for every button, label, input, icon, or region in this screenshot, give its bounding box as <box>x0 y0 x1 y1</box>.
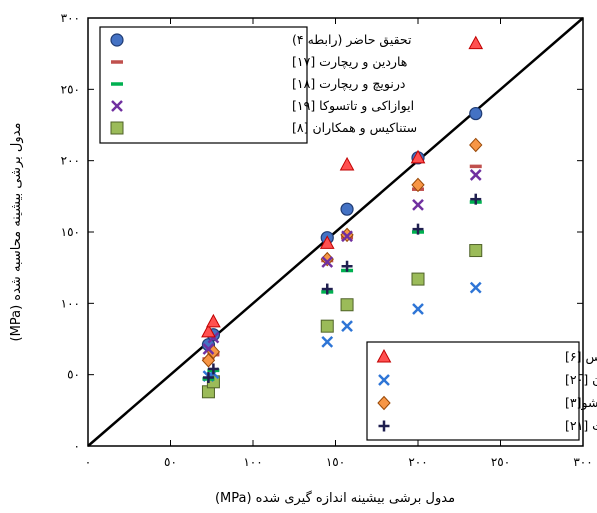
x-tick-label: ٢٠٠ <box>408 455 427 469</box>
data-point-series-8 <box>202 372 214 384</box>
data-point-series-6 <box>412 303 424 315</box>
reference-line <box>87 17 584 447</box>
y-tick-label: ٣٠٠ <box>61 11 80 25</box>
legend-marker-series-0 <box>110 33 124 47</box>
legend-label: سید و ادریس [۶] <box>565 349 597 365</box>
data-point-series-3 <box>412 199 424 211</box>
legend-top-left-box <box>99 26 308 144</box>
legend-marker-series-8 <box>378 420 390 432</box>
data-point-series-8 <box>321 283 333 295</box>
data-point-series-8 <box>341 260 353 272</box>
data-point-series-7 <box>469 137 483 153</box>
data-point-series-6 <box>341 320 353 333</box>
data-point-series-0 <box>340 202 354 216</box>
data-point-series-7 <box>411 177 425 193</box>
data-points <box>201 35 484 399</box>
legend-bottom-right-box <box>366 341 580 441</box>
data-point-series-8 <box>412 223 424 235</box>
data-point-series-4 <box>320 319 334 333</box>
data-point-series-6 <box>321 335 334 348</box>
data-point-series-3 <box>321 256 334 268</box>
data-point-series-8 <box>470 193 482 205</box>
data-point-series-4 <box>469 244 483 258</box>
data-point-series-5 <box>319 235 335 249</box>
legend-label: ایوازاکی و همکاران [۲۰] <box>565 372 597 388</box>
data-point-series-6 <box>469 281 482 294</box>
legend-label: تحقیق حاضر (رابطه ۴) <box>292 32 412 48</box>
x-tick-label: ٠ <box>85 455 91 469</box>
x-tick-label: ٥٠ <box>164 455 177 469</box>
legend-marker-series-6 <box>378 374 390 386</box>
data-point-series-7 <box>201 353 216 368</box>
data-point-series-5 <box>410 149 426 164</box>
legend-bottom-right: سید و ادریس [۶] ایوازاکی و همکاران [۲۰] کو… <box>366 341 597 441</box>
data-point-series-3 <box>469 169 482 181</box>
data-point-series-3 <box>202 343 215 355</box>
legend-label: درنویچ و ریچارت [۱۸] <box>292 76 405 92</box>
x-tick-label: ٣٠٠ <box>573 455 592 469</box>
data-point-series-5 <box>206 313 221 328</box>
data-point-series-4 <box>340 298 354 312</box>
legend-marker-series-3 <box>111 100 123 112</box>
x-axis-title: مدول برشی بیشینه اندازه گیری شده (MPa) <box>215 490 455 506</box>
data-point-series-5 <box>201 323 216 338</box>
legend-label: هاردین و ریچارت [۱۷] <box>292 54 407 70</box>
y-tick-label: ١٥٠ <box>61 225 80 239</box>
data-point-series-5 <box>468 35 484 50</box>
legend-label: کوکوشو[۳] <box>565 395 597 411</box>
x-tick-label: ٢٥٠ <box>491 455 510 469</box>
y-tick-label: ٢٥٠ <box>61 82 80 96</box>
data-point-series-4 <box>411 272 425 286</box>
data-point-series-3 <box>341 230 353 243</box>
y-tick-label: ١٠٠ <box>61 296 80 310</box>
y-axis-title: مدول برشی بیشینه محاسبه شده (MPa) <box>9 123 24 342</box>
legend-marker-series-5 <box>376 348 392 363</box>
y-tick-label: ٠ <box>74 439 80 453</box>
legend-label: ایوازاکی و تاتسوکا [۱۹] <box>292 98 414 114</box>
data-point-series-5 <box>339 156 355 171</box>
y-tick-label: ٥٠ <box>67 368 80 382</box>
legend-top-left: تحقیق حاضر (رابطه ۴) هاردین و ریچارت [۱۷]… <box>99 26 417 144</box>
legend-marker-series-4 <box>110 121 124 135</box>
x-tick-label: ١٥٠ <box>326 455 345 469</box>
data-point-series-8 <box>207 363 219 375</box>
y-tick-label: ٢٠٠ <box>61 154 80 168</box>
legend-marker-series-7 <box>377 395 391 411</box>
data-point-series-0 <box>469 106 483 121</box>
legend-label: ستناکیس و همکاران [۸] <box>292 120 417 136</box>
legend-label: یو و ریچارت [۲۱] <box>565 418 597 434</box>
x-tick-label: ١٠٠ <box>243 455 262 469</box>
axis-ticks: ٠ ٥٠ ١٠٠ ١٥٠ ٢٠٠ ٢٥٠ ٣٠٠ ٠ ٥٠ ١٠٠ ١٥٠ ٢٠٠ ٢٥٠ ٣٠٠ <box>61 11 593 469</box>
